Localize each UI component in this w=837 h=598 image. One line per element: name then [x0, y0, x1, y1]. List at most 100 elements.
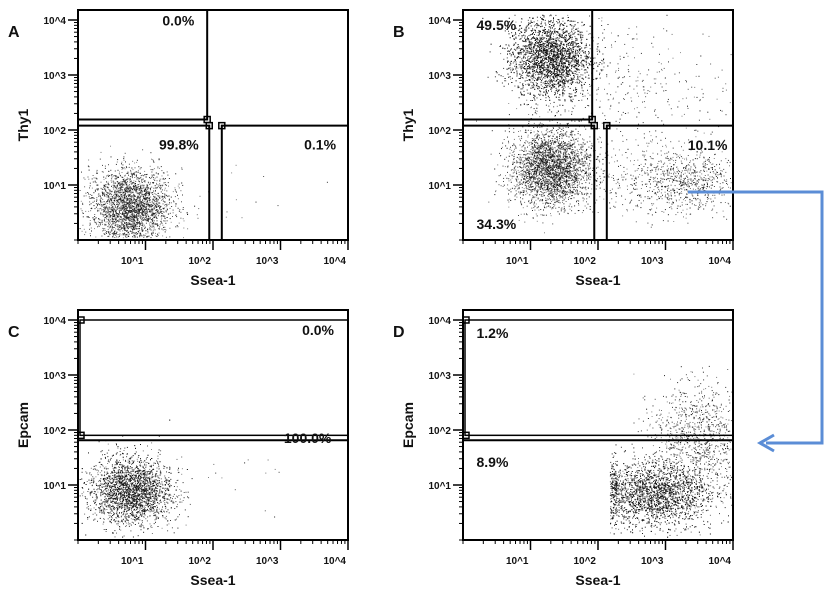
data-point [119, 212, 120, 214]
data-point [145, 233, 147, 235]
data-point [103, 186, 105, 187]
data-point [547, 34, 549, 36]
data-point [146, 197, 148, 199]
data-point [89, 185, 91, 187]
data-point [108, 189, 110, 191]
data-point [89, 204, 91, 206]
data-point [122, 168, 124, 170]
data-point [153, 220, 155, 222]
data-point [141, 223, 143, 224]
data-point [133, 209, 135, 211]
data-point [151, 208, 153, 210]
data-point [136, 161, 138, 163]
data-point [155, 204, 157, 205]
data-point [132, 226, 134, 228]
data-point [134, 226, 136, 228]
data-point [114, 221, 116, 223]
data-point [137, 213, 139, 215]
data-point [152, 177, 154, 179]
data-point [534, 54, 536, 56]
data-point [527, 66, 529, 67]
data-point [103, 210, 105, 212]
data-point [551, 66, 553, 68]
data-point [138, 204, 140, 206]
data-point [124, 203, 126, 205]
data-point [552, 61, 554, 63]
data-point [141, 204, 143, 206]
data-point [123, 227, 125, 228]
data-point [571, 41, 572, 43]
data-point [183, 237, 184, 239]
data-point [145, 199, 146, 201]
data-point [161, 195, 163, 197]
data-point [158, 184, 160, 186]
data-point [148, 195, 150, 197]
data-point [110, 216, 112, 218]
data-point [93, 192, 95, 194]
data-point [117, 199, 119, 201]
data-point [161, 199, 163, 201]
data-point [112, 212, 114, 214]
data-point [132, 229, 134, 231]
data-point [545, 85, 547, 87]
data-point [97, 210, 98, 212]
data-point [157, 233, 158, 235]
data-point [132, 208, 134, 210]
data-point [578, 49, 580, 51]
data-point [134, 229, 136, 230]
data-point [174, 187, 176, 189]
data-point [98, 222, 100, 223]
data-point [108, 176, 109, 177]
data-point [106, 210, 108, 212]
data-point [522, 64, 524, 66]
data-point [574, 41, 576, 43]
data-point [121, 206, 123, 208]
data-point [580, 41, 582, 43]
data-point [584, 82, 586, 83]
data-point [526, 99, 528, 101]
data-point [143, 198, 145, 200]
data-point [113, 202, 115, 203]
data-point [122, 228, 124, 229]
data-point [125, 220, 127, 221]
data-point [154, 203, 155, 205]
data-point [528, 55, 530, 57]
data-point [121, 200, 123, 202]
data-point [116, 220, 118, 222]
data-point [137, 186, 139, 188]
data-point [142, 205, 143, 207]
data-point [141, 230, 143, 232]
data-point [142, 199, 143, 201]
data-point [511, 67, 513, 69]
data-point [122, 191, 124, 193]
data-point [140, 195, 142, 197]
data-point [114, 185, 116, 187]
data-point [126, 227, 128, 229]
data-point [164, 196, 165, 198]
data-point [263, 176, 265, 177]
data-point [96, 188, 98, 190]
data-point [116, 220, 118, 221]
data-point [124, 195, 125, 197]
data-point [553, 47, 555, 49]
data-point [131, 183, 133, 185]
data-point [175, 190, 177, 192]
data-point [104, 210, 106, 212]
data-point [156, 223, 158, 225]
data-point [134, 232, 136, 234]
data-point [83, 195, 85, 197]
data-point [127, 187, 129, 189]
data-point [124, 213, 126, 214]
data-point [128, 191, 130, 193]
data-point [581, 77, 583, 79]
data-point [149, 177, 150, 179]
data-point [576, 54, 578, 56]
data-point [159, 207, 161, 209]
data-point [145, 222, 147, 224]
data-point [88, 196, 90, 198]
data-point [117, 205, 119, 207]
data-point [131, 174, 133, 175]
data-point [142, 214, 144, 216]
data-point [124, 233, 125, 235]
data-point [108, 164, 109, 166]
